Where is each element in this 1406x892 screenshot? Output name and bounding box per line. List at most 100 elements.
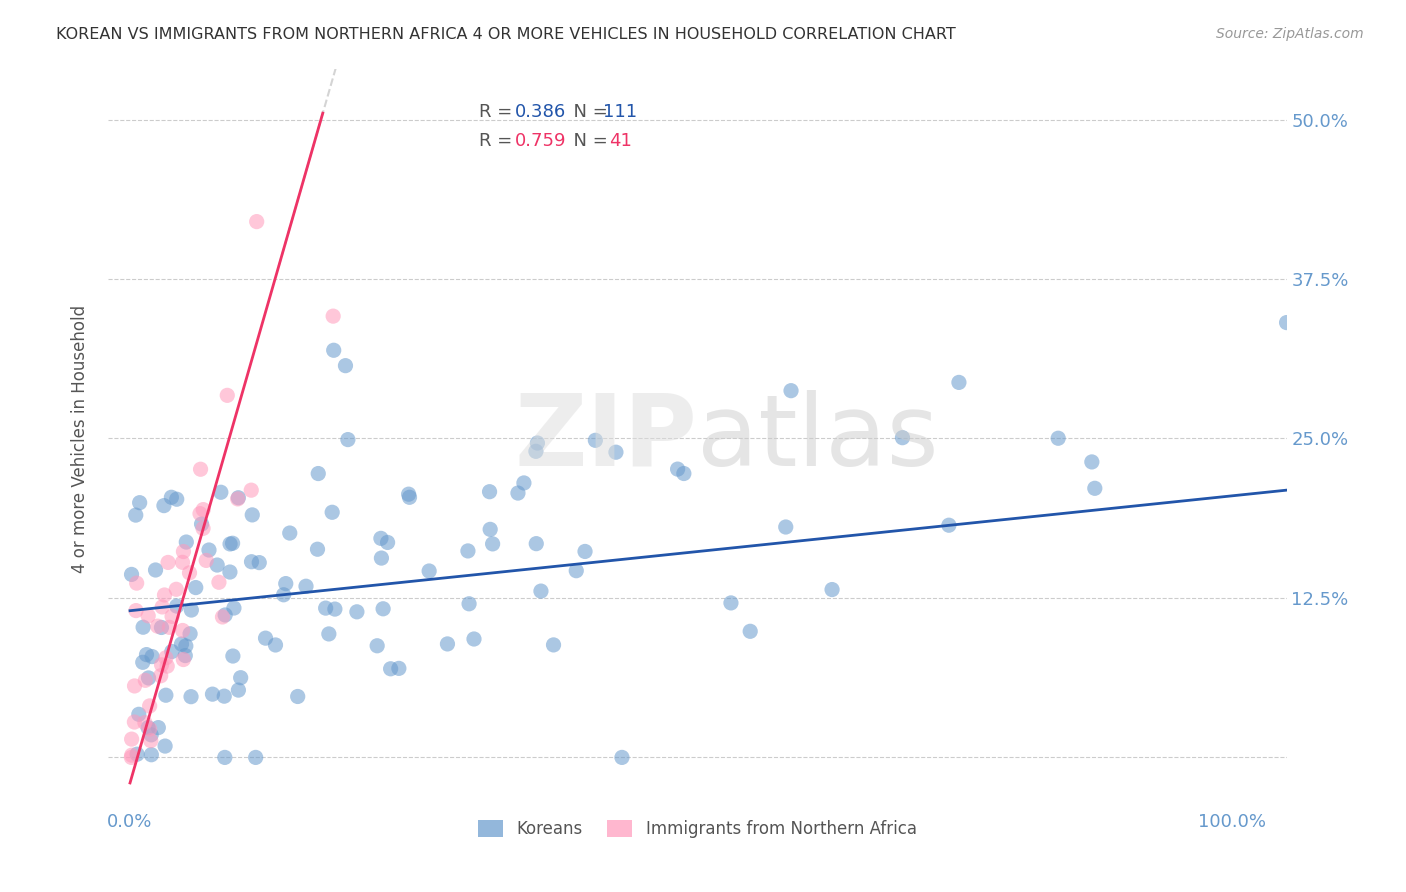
Immigrants from Northern Africa: [188, 507, 211, 521]
Koreans: [295, 579, 318, 593]
Immigrants from Northern Africa: [190, 462, 212, 476]
Immigrants from Northern Africa: [157, 556, 180, 570]
Immigrants from Northern Africa: [160, 609, 183, 624]
Immigrants from Northern Africa: [146, 619, 169, 633]
Koreans: [155, 688, 177, 702]
Text: N =: N =: [562, 103, 613, 120]
Koreans: [479, 522, 502, 536]
Koreans: [513, 475, 536, 490]
Koreans: [307, 467, 329, 481]
Koreans: [318, 627, 340, 641]
Koreans: [278, 526, 301, 541]
Immigrants from Northern Africa: [172, 624, 194, 638]
Koreans: [287, 690, 309, 704]
Koreans: [222, 648, 245, 663]
Koreans: [370, 532, 392, 546]
Koreans: [184, 581, 207, 595]
Koreans: [315, 601, 337, 615]
Immigrants from Northern Africa: [124, 714, 146, 729]
Koreans: [583, 434, 606, 448]
Koreans: [380, 662, 402, 676]
Koreans: [219, 537, 242, 551]
Koreans: [323, 602, 346, 616]
Koreans: [481, 537, 503, 551]
Koreans: [166, 599, 188, 613]
Immigrants from Northern Africa: [138, 698, 160, 713]
Immigrants from Northern Africa: [156, 659, 179, 673]
Koreans: [148, 721, 170, 735]
Koreans: [574, 544, 596, 558]
Koreans: [132, 620, 155, 634]
Koreans: [121, 567, 143, 582]
Immigrants from Northern Africa: [124, 679, 146, 693]
Koreans: [336, 433, 359, 447]
Immigrants from Northern Africa: [121, 732, 143, 747]
Koreans: [457, 544, 479, 558]
Immigrants from Northern Africa: [193, 502, 215, 516]
Immigrants from Northern Africa: [322, 309, 344, 323]
Immigrants from Northern Africa: [155, 650, 177, 665]
Immigrants from Northern Africa: [157, 620, 180, 634]
Immigrants from Northern Africa: [136, 608, 159, 623]
Koreans: [209, 485, 232, 500]
Koreans: [775, 520, 797, 534]
Koreans: [524, 536, 547, 550]
Text: KOREAN VS IMMIGRANTS FROM NORTHERN AFRICA 4 OR MORE VEHICLES IN HOUSEHOLD CORREL: KOREAN VS IMMIGRANTS FROM NORTHERN AFRIC…: [56, 27, 956, 42]
Koreans: [180, 603, 202, 617]
Koreans: [478, 484, 501, 499]
Immigrants from Northern Africa: [211, 610, 233, 624]
Koreans: [153, 499, 176, 513]
Immigrants from Northern Africa: [208, 575, 231, 590]
Koreans: [174, 639, 197, 653]
Immigrants from Northern Africa: [134, 715, 156, 730]
Koreans: [179, 627, 201, 641]
Koreans: [1047, 431, 1070, 445]
Koreans: [201, 687, 224, 701]
Immigrants from Northern Africa: [165, 582, 187, 597]
Koreans: [128, 707, 150, 722]
Koreans: [136, 721, 159, 735]
Koreans: [605, 445, 627, 459]
Koreans: [141, 728, 163, 742]
Koreans: [524, 444, 547, 458]
Immigrants from Northern Africa: [120, 750, 142, 764]
Koreans: [388, 661, 411, 675]
Koreans: [240, 555, 263, 569]
Koreans: [1084, 481, 1107, 495]
Koreans: [398, 487, 420, 501]
Koreans: [212, 689, 235, 703]
Text: R =: R =: [479, 103, 519, 120]
Immigrants from Northern Africa: [121, 748, 143, 763]
Koreans: [1275, 316, 1298, 330]
Koreans: [135, 648, 157, 662]
Koreans: [214, 750, 236, 764]
Immigrants from Northern Africa: [150, 657, 173, 672]
Koreans: [335, 359, 357, 373]
Koreans: [174, 648, 197, 663]
Immigrants from Northern Africa: [125, 576, 148, 591]
Immigrants from Northern Africa: [138, 722, 160, 736]
Koreans: [150, 620, 173, 634]
Koreans: [141, 649, 163, 664]
Immigrants from Northern Africa: [149, 669, 172, 683]
Koreans: [254, 631, 277, 645]
Koreans: [463, 632, 485, 646]
Koreans: [720, 596, 742, 610]
Text: atlas: atlas: [697, 390, 939, 487]
Koreans: [526, 436, 548, 450]
Koreans: [166, 492, 188, 507]
Koreans: [214, 607, 236, 622]
Legend: Koreans, Immigrants from Northern Africa: Koreans, Immigrants from Northern Africa: [471, 813, 924, 845]
Koreans: [145, 563, 167, 577]
Koreans: [190, 516, 212, 531]
Koreans: [180, 690, 202, 704]
Koreans: [125, 508, 148, 522]
Immigrants from Northern Africa: [172, 652, 194, 666]
Immigrants from Northern Africa: [195, 553, 218, 567]
Koreans: [543, 638, 565, 652]
Immigrants from Northern Africa: [139, 733, 162, 747]
Koreans: [322, 343, 344, 358]
Koreans: [228, 491, 250, 505]
Immigrants from Northern Africa: [191, 521, 214, 535]
Koreans: [222, 601, 245, 615]
